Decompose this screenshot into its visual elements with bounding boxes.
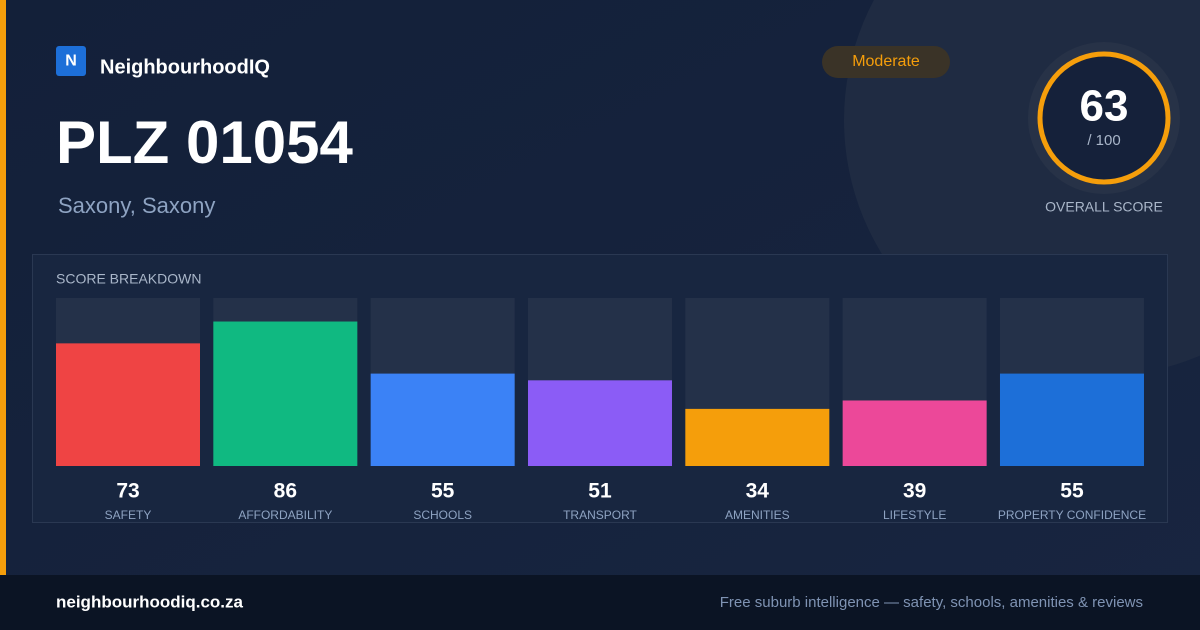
accent-strip [0,0,6,575]
bar [527,380,672,466]
bar-value: 55 [431,480,455,503]
badge-text: Moderate [852,53,920,70]
bar-value: 51 [588,480,612,503]
brand-name: NeighbourhoodIQ [100,56,270,78]
bar-value: 55 [1060,480,1084,503]
overall-max: / 100 [1087,132,1120,149]
bar [842,400,987,466]
bar-label: SCHOOLS [413,508,472,522]
subtitle: Saxony, Saxony [58,193,215,218]
bar-value: 34 [746,480,770,503]
bar-label: AMENITIES [725,508,790,522]
breakdown-title: SCORE BREAKDOWN [56,271,201,287]
bar-label: TRANSPORT [563,508,637,522]
bar [999,373,1144,466]
bar-value: 73 [116,480,139,503]
score-ring [1037,51,1171,185]
bar-label: LIFESTYLE [883,508,946,522]
bar-value: 39 [903,480,926,503]
bar [213,321,358,466]
logo-letter: N [65,53,77,70]
overall-label: OVERALL SCORE [1045,199,1163,215]
footer-url: neighbourhoodiq.co.za [56,592,244,611]
bar-value: 86 [274,480,297,503]
bar-label: AFFORDABILITY [238,508,332,522]
bar-label: PROPERTY CONFIDENCE [998,508,1146,522]
bar-label: SAFETY [105,508,152,522]
logo [56,46,86,76]
bars: 73 SAFETY 86 AFFORDABILITY 55 SCHOOLS 51 TRANSP… [56,298,1146,522]
footer-tagline: Free suburb intelligence — safety, schoo… [720,594,1143,611]
overall-score: 63 [1080,82,1129,131]
bar [685,408,830,466]
badge [822,46,950,78]
bar [370,373,515,466]
title: PLZ 01054 [56,109,353,176]
bar [56,343,200,466]
footer [0,575,1200,630]
